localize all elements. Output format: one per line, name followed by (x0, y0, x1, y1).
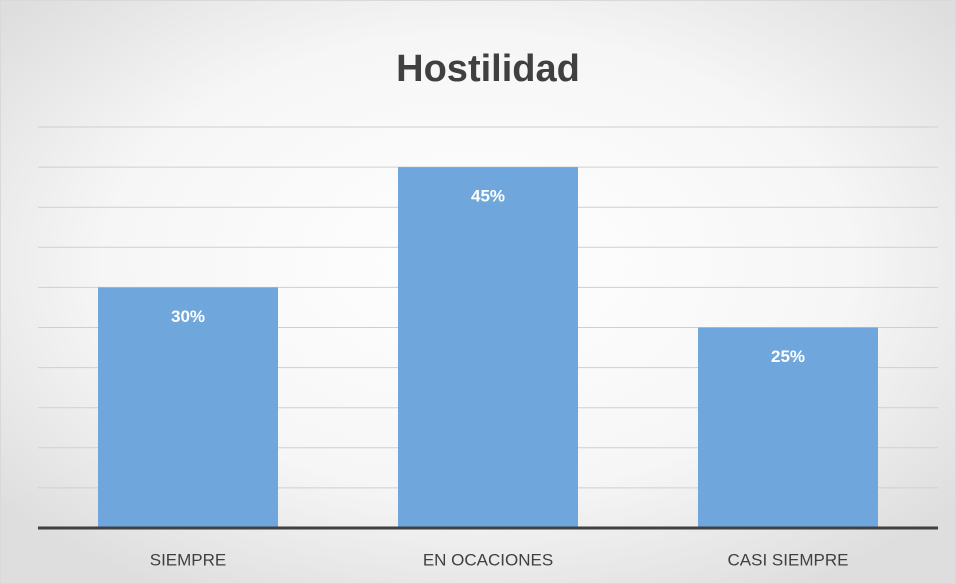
x-tick-label: SIEMPRE (150, 550, 227, 569)
bar (698, 327, 878, 528)
data-label: 25% (771, 347, 805, 366)
x-tick-label: EN OCACIONES (423, 550, 553, 569)
data-label: 30% (171, 307, 205, 326)
data-label: 45% (471, 187, 505, 206)
chart-title: Hostilidad (396, 48, 580, 90)
bar (98, 287, 278, 528)
bar (398, 167, 578, 528)
x-tick-label: CASI SIEMPRE (728, 550, 849, 569)
